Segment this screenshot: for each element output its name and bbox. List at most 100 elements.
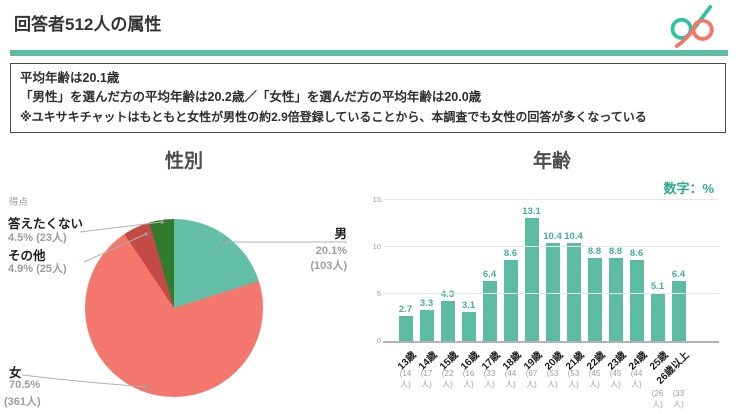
gender-chart-panel: 性別 得点 答えたくない 4.5% (23人) その他 4.9% (25人) 男… bbox=[0, 140, 368, 414]
bar-column-24歳: 8.6 bbox=[626, 206, 647, 341]
count-label: (22人) bbox=[441, 369, 454, 390]
bar-column-15歳: 4.3 bbox=[437, 206, 458, 341]
count-label-cell: (14人) bbox=[395, 368, 416, 390]
bar-column-23歳: 8.8 bbox=[605, 206, 626, 341]
count-label-cell: (26人) bbox=[647, 388, 668, 410]
count-label: (67人) bbox=[525, 369, 538, 390]
bar-column-19歳: 13.1 bbox=[521, 206, 542, 341]
bar-value-label: 2.7 bbox=[398, 303, 413, 315]
bar-value-label: 13.1 bbox=[522, 205, 541, 217]
bar-rect bbox=[503, 260, 518, 341]
bar-column-21歳: 10.4 bbox=[563, 206, 584, 341]
y-tick-5: 5 bbox=[376, 289, 381, 298]
bar-rect bbox=[398, 315, 413, 341]
pie-chart: 得点 答えたくない 4.5% (23人) その他 4.9% (25人) 男 20… bbox=[0, 185, 368, 414]
count-label-cell: (45人) bbox=[605, 368, 626, 390]
bar-count-labels: (14人) (17人) (22人) (16人) (33人) (44人) (67人) (53人)… bbox=[395, 368, 689, 409]
bar-value-label: 8.6 bbox=[503, 248, 518, 260]
pie-value-male-count: (103人) bbox=[310, 260, 347, 272]
bar-column-22歳: 8.8 bbox=[584, 206, 605, 341]
y-tick-0: 0 bbox=[376, 336, 381, 345]
bar-value-label: 8.8 bbox=[608, 246, 623, 258]
bar-column-26歳以上: 6.4 bbox=[668, 206, 689, 341]
bar-column-20歳: 10.4 bbox=[542, 206, 563, 341]
pie-value-no-answer: 4.5% (23人) bbox=[8, 232, 67, 244]
bar-rect bbox=[629, 260, 644, 341]
bar-column-18歳: 8.6 bbox=[500, 206, 521, 341]
pie-label-other: その他 bbox=[8, 249, 46, 263]
count-label: (45人) bbox=[588, 369, 601, 390]
bar-value-label: 10.4 bbox=[564, 231, 583, 243]
count-label: (44人) bbox=[630, 369, 643, 390]
count-label-cell: (33人) bbox=[479, 368, 500, 390]
count-label: (33人) bbox=[672, 389, 685, 410]
pie-value-male-pct: 20.1% bbox=[315, 245, 347, 257]
note-line-1: 平均年齢は20.1歳 bbox=[20, 71, 120, 85]
pie-leader-lines bbox=[21, 220, 347, 389]
bar-value-label: 8.8 bbox=[587, 246, 602, 258]
count-label: (53人) bbox=[546, 369, 559, 390]
count-label-cell: (33人) bbox=[668, 388, 689, 410]
bar-value-label: 4.3 bbox=[440, 288, 455, 300]
pie-value-female-pct: 70.5% bbox=[9, 379, 41, 391]
bar-rect bbox=[545, 243, 560, 341]
bar-value-label: 8.6 bbox=[629, 248, 644, 260]
bar-value-label: 3.3 bbox=[419, 297, 434, 309]
count-label-cell: (22人) bbox=[437, 368, 458, 390]
bar-column-17歳: 6.4 bbox=[479, 206, 500, 341]
bar-column-13歳: 2.7 bbox=[395, 206, 416, 341]
age-chart-panel: 年齢 数字：% 2.7 3.3 4.3 3.1 6.4 8.6 13.1 10.4 10.4 8.… bbox=[368, 140, 736, 414]
bar-value-label: 6.4 bbox=[671, 268, 686, 280]
bar-rect bbox=[482, 280, 497, 341]
count-label-cell: (53人) bbox=[563, 368, 584, 390]
dxp-logo-icon bbox=[670, 4, 714, 48]
bar-column-14歳: 3.3 bbox=[416, 206, 437, 341]
bar-rect bbox=[419, 309, 434, 341]
count-label-cell: (44人) bbox=[500, 368, 521, 390]
gridline-5 bbox=[383, 293, 719, 294]
bar-chart-legend: 数字：% bbox=[663, 181, 714, 196]
count-label: (53人) bbox=[567, 369, 580, 390]
bar-chart-title: 年齢 bbox=[532, 151, 571, 172]
bar-rect bbox=[524, 217, 539, 341]
count-label-cell: (53人) bbox=[542, 368, 563, 390]
bar-rect bbox=[440, 300, 455, 341]
pie-label-no-answer: 答えたくない bbox=[8, 217, 84, 231]
count-label: (26人) bbox=[651, 389, 664, 410]
bar-column-25歳: 5.1 bbox=[647, 206, 668, 341]
count-label-cell: (17人) bbox=[416, 368, 437, 390]
gridline-10 bbox=[383, 246, 719, 247]
y-tick-15: 15 bbox=[372, 195, 381, 204]
pie-value-other: 4.9% (25人) bbox=[8, 263, 67, 275]
note-line-3: ※ユキサキチャットはもともと女性が男性の約2.9倍登録していることから、本調査で… bbox=[20, 109, 647, 124]
count-label: (45人) bbox=[609, 369, 622, 390]
y-tick-10: 10 bbox=[372, 242, 381, 251]
bar-value-label: 10.4 bbox=[543, 231, 562, 243]
summary-note-box: 平均年齢は20.1歳 「男性」を選んだ方の平均年齢は20.2歳／「女性」を選んだ… bbox=[10, 63, 726, 134]
count-label-cell: (16人) bbox=[458, 368, 479, 390]
bar-rect bbox=[650, 293, 665, 341]
count-label-cell: (44人) bbox=[626, 368, 647, 390]
bar-column-16歳: 3.1 bbox=[458, 206, 479, 341]
count-label-cell: (45人) bbox=[584, 368, 605, 390]
pie-value-female-count: (361人) bbox=[4, 396, 41, 408]
gridline-15 bbox=[383, 199, 719, 200]
count-label: (33人) bbox=[483, 369, 496, 390]
bar-rect bbox=[671, 280, 686, 341]
bar-value-label: 3.1 bbox=[461, 299, 476, 311]
count-label-cell: (67人) bbox=[521, 368, 542, 390]
bar-columns: 2.7 3.3 4.3 3.1 6.4 8.6 13.1 10.4 10.4 8.8 8.8 8.6 5… bbox=[395, 206, 689, 341]
bar-value-label: 5.1 bbox=[650, 281, 665, 293]
count-label: (14人) bbox=[399, 369, 412, 390]
count-label: (16人) bbox=[462, 369, 475, 390]
pie-label-male: 男 bbox=[334, 227, 347, 241]
title-divider bbox=[10, 50, 728, 56]
pie-corner-label: 得点 bbox=[9, 197, 29, 208]
count-label: (17人) bbox=[420, 369, 433, 390]
bar-plot-area: 2.7 3.3 4.3 3.1 6.4 8.6 13.1 10.4 10.4 8.8 8.8 8.6 5… bbox=[373, 195, 719, 345]
bar-rect bbox=[566, 243, 581, 341]
note-line-2: 「男性」を選んだ方の平均年齢は20.2歳／「女性」を選んだ方の平均年齢は20.0… bbox=[20, 90, 482, 105]
pie-label-female: 女 bbox=[9, 366, 22, 380]
bar-rect bbox=[587, 258, 602, 341]
